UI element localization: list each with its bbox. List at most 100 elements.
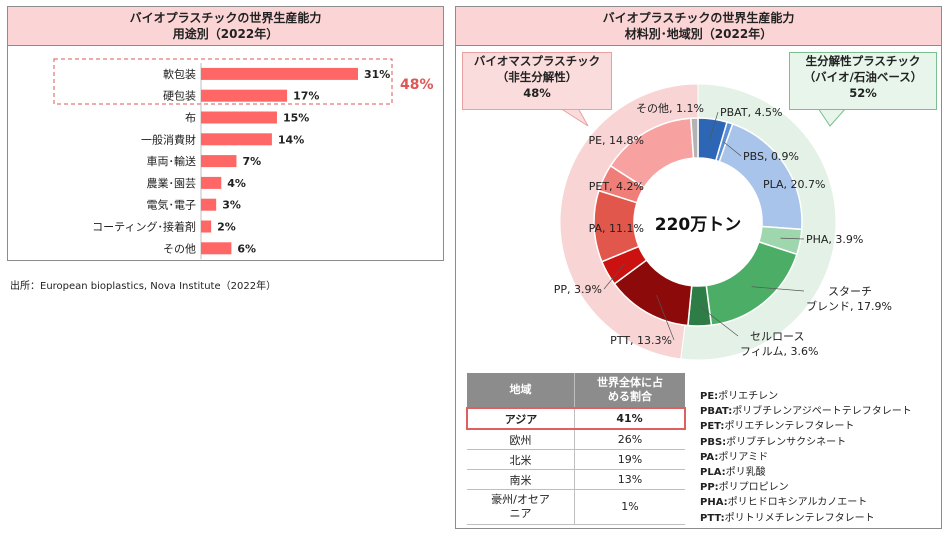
usage-chart-title: バイオプラスチックの世界生産能力 xyxy=(129,11,322,25)
usage-bar xyxy=(201,133,272,146)
region-name: 南米 xyxy=(467,469,575,490)
region-share: 13% xyxy=(574,469,685,490)
region-share: 41% xyxy=(574,407,686,430)
biodegradable-callout-pointer xyxy=(817,107,848,127)
bar-value-label: 14% xyxy=(278,133,304,146)
abbreviation-item: PBS:ポリブチレンサクシネート xyxy=(700,435,912,450)
slice-label: PE, 14.8% xyxy=(588,134,644,147)
bar-value-label: 17% xyxy=(293,90,319,103)
abbreviation-code: PTT: xyxy=(700,512,725,524)
bar-value-label: 6% xyxy=(237,242,256,255)
category-label: 車両･輸送 xyxy=(147,154,197,168)
biodegradable-callout-value: 52% xyxy=(849,86,877,100)
slice-label: PHA, 3.9% xyxy=(806,233,863,246)
region-share: 19% xyxy=(574,449,685,470)
region-share-table: 地域 世界全体に占める割合 アジア 41% 欧州 26% 北米 19% 南米 1… xyxy=(466,373,686,525)
usage-chart-subtitle: 用途別（2022年） xyxy=(172,27,279,41)
abbreviation-description: ポリ乳酸 xyxy=(725,467,766,479)
bar-value-label: 3% xyxy=(222,199,241,212)
category-label: 一般消費財 xyxy=(141,132,196,146)
abbreviation-item: PA:ポリアミド xyxy=(700,450,912,465)
slice-label: PBS, 0.9% xyxy=(743,150,799,163)
usage-bar xyxy=(201,155,237,168)
usage-chart-header: バイオプラスチックの世界生産能力 用途別（2022年） xyxy=(8,7,443,46)
abbreviation-legend: PE:ポリエチレン PBAT:ポリブチレンアジペートテレフタレート PET:ポリエチ… xyxy=(700,389,912,526)
bar-value-label: 15% xyxy=(283,112,309,125)
bar-value-label: 2% xyxy=(217,221,236,234)
highlight-box xyxy=(53,58,393,105)
region-name: アジア xyxy=(466,407,575,430)
table-row: 豪州/オセアニア 1% xyxy=(467,489,685,525)
material-chart-subtitle: 材料別･地域別（2022年） xyxy=(624,27,773,41)
bar-value-label: 4% xyxy=(227,177,246,190)
biomass-callout-line1: バイオマスプラスチック xyxy=(473,54,601,68)
slice-leader-line xyxy=(723,141,742,157)
abbreviation-description: ポリブチレンアジペートテレフタレート xyxy=(732,406,912,418)
usage-bar xyxy=(201,220,212,233)
category-label: その他 xyxy=(163,242,196,255)
abbreviation-item: PLA:ポリ乳酸 xyxy=(700,465,912,480)
category-label: 電気･電子 xyxy=(147,198,197,212)
abbreviation-code: PBAT: xyxy=(700,406,733,418)
slice-leader-line xyxy=(709,111,719,139)
slice-label: スターチブレンド, 17.9% xyxy=(806,285,892,313)
slice-label: PP, 3.9% xyxy=(554,283,602,296)
abbreviation-description: ポリトリメチレンテレフタレート xyxy=(724,512,875,524)
biomass-callout: バイオマスプラスチック （非生分解性） 48% xyxy=(462,52,612,110)
abbreviation-code: PE: xyxy=(700,391,719,402)
usage-bar xyxy=(201,111,277,124)
abbreviation-description: ポリブチレンサクシネート xyxy=(726,436,847,448)
slice-leader-line xyxy=(699,305,739,337)
abbreviation-item: PBAT:ポリブチレンアジペートテレフタレート xyxy=(700,404,912,419)
abbreviation-code: PA: xyxy=(700,451,719,463)
abbreviation-item: PET:ポリエチレンテレフタレート xyxy=(700,419,912,434)
abbreviation-description: ポリエチレン xyxy=(718,391,779,402)
abbreviation-code: PET: xyxy=(700,421,725,433)
biodegradable-callout: 生分解性プラスチック （バイオ/石油ベース） 52% xyxy=(789,52,937,110)
abbreviation-code: PHA: xyxy=(700,497,728,509)
source-note: 出所：European bioplastics, Nova Institute（… xyxy=(10,281,277,292)
abbreviation-description: ポリエチレンテレフタレート xyxy=(724,421,855,433)
material-chart-header: バイオプラスチックの世界生産能力 材料別･地域別（2022年） xyxy=(456,7,941,46)
slice-leader-line xyxy=(603,263,626,290)
highlight-total-label: 48% xyxy=(400,77,434,93)
material-chart-title: バイオプラスチックの世界生産能力 xyxy=(602,11,795,25)
biomass-callout-pointer xyxy=(558,107,589,127)
region-name: 欧州 xyxy=(467,429,575,450)
slice-label: PA, 11.1% xyxy=(589,222,644,235)
slice-label: その他, 1.1% xyxy=(636,102,704,115)
abbreviation-item: PHA:ポリヒドロキシアルカノエート xyxy=(700,495,912,510)
abbreviation-description: ポリプロピレン xyxy=(718,482,789,494)
biodegradable-callout-line2: （バイオ/石油ベース） xyxy=(803,70,923,84)
usage-bar xyxy=(201,67,358,80)
usage-bar xyxy=(201,89,288,102)
slice-label: PET, 4.2% xyxy=(589,180,644,193)
category-label: 農業･園芸 xyxy=(147,176,197,190)
abbreviation-item: PP:ポリプロピレン xyxy=(700,480,912,495)
table-row: 南米 13% xyxy=(467,469,685,490)
share-column-header: 世界全体に占める割合 xyxy=(574,373,685,408)
bar-value-label: 7% xyxy=(242,155,261,168)
abbreviation-description: ポリヒドロキシアルカノエート xyxy=(727,497,868,509)
usage-chart-panel: バイオプラスチックの世界生産能力 用途別（2022年） 48% 軟包装 31% 硬包装… xyxy=(7,6,444,261)
slice-leader-line xyxy=(656,294,675,341)
material-slice xyxy=(690,117,699,159)
usage-bar xyxy=(201,198,217,211)
region-name: 豪州/オセアニア xyxy=(467,489,575,525)
region-name: 北米 xyxy=(467,449,575,470)
category-label: 布 xyxy=(185,112,196,125)
abbreviation-code: PP: xyxy=(700,482,719,494)
donut-center-label: 220万トン xyxy=(655,215,742,235)
category-label: 硬包装 xyxy=(163,90,196,103)
region-table-header: 地域 世界全体に占める割合 xyxy=(467,373,685,408)
category-label: 軟包装 xyxy=(163,67,196,81)
category-label: コーティング･接着剤 xyxy=(92,220,196,234)
slice-label: PLA, 20.7% xyxy=(763,178,825,191)
slice-label: PTT, 13.3% xyxy=(610,334,672,347)
table-row: アジア 41% xyxy=(466,407,686,430)
region-share: 1% xyxy=(574,489,685,525)
usage-bar xyxy=(201,242,232,255)
abbreviation-description: ポリアミド xyxy=(718,451,769,463)
table-row: 欧州 26% xyxy=(467,429,685,450)
